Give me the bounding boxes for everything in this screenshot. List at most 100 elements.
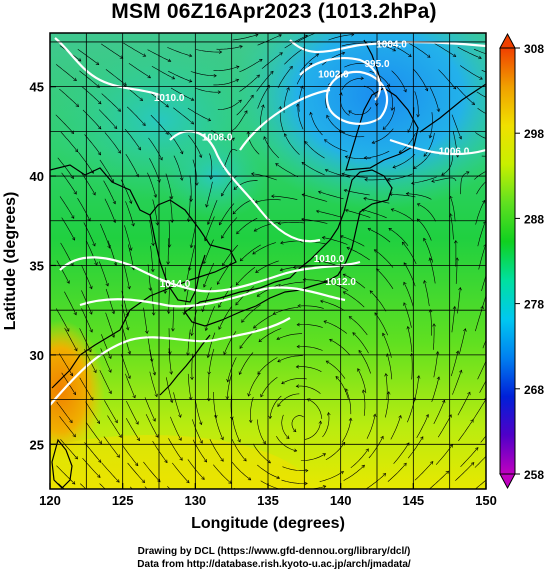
streamline-arrowhead	[345, 388, 349, 392]
streamline	[101, 43, 123, 59]
streamline-arrowhead	[403, 89, 407, 93]
streamline-arrowhead	[163, 290, 168, 294]
streamline-arrowhead	[423, 237, 427, 242]
streamline-arrowhead	[229, 416, 234, 420]
streamline-arrowhead	[374, 102, 379, 107]
isobar-label: 1006.0	[439, 147, 470, 158]
x-tick-label: 135	[257, 493, 279, 508]
streamline	[149, 158, 160, 183]
streamline-arrowhead	[256, 74, 260, 78]
streamline-arrowhead	[388, 227, 392, 232]
streamline-arrowhead	[182, 311, 187, 316]
streamline-arrowhead	[235, 301, 239, 306]
streamline-arrowhead	[92, 191, 96, 196]
streamline	[460, 447, 479, 468]
streamline	[260, 480, 280, 489]
streamline	[345, 156, 372, 159]
streamline-arrowhead	[222, 262, 226, 267]
streamline-arrowhead	[268, 415, 273, 420]
streamline-arrowhead	[188, 53, 193, 58]
streamline	[457, 391, 471, 416]
streamline-arrowhead	[295, 384, 300, 388]
streamline	[349, 316, 368, 336]
streamline-arrowhead	[361, 389, 366, 393]
streamline	[195, 399, 202, 425]
streamline-arrowhead	[276, 336, 280, 340]
streamline	[248, 373, 261, 397]
streamline	[101, 93, 121, 112]
streamline-arrowhead	[301, 217, 305, 222]
streamline	[339, 130, 365, 138]
cold-region-northeast	[230, 33, 486, 210]
streamline-arrowhead	[342, 291, 347, 295]
streamline	[101, 462, 120, 483]
y-tick-label: 25	[30, 437, 44, 452]
streamline	[297, 346, 323, 351]
streamline-arrowhead	[90, 397, 94, 401]
streamline	[343, 464, 365, 481]
streamline-arrowhead	[69, 419, 73, 424]
streamline	[408, 42, 431, 58]
coastlines	[50, 39, 486, 489]
streamline-arrowhead	[382, 126, 387, 130]
streamline-arrowhead	[455, 350, 460, 354]
streamline-arrowhead	[327, 412, 331, 416]
streamline	[168, 132, 183, 154]
streamline	[59, 196, 75, 219]
streamline	[84, 134, 101, 156]
streamline	[79, 70, 100, 88]
streamline-arrowhead	[390, 107, 395, 111]
streamline-arrowhead	[344, 208, 349, 213]
streamline-arrowhead	[324, 139, 328, 143]
streamline-arrowhead	[105, 283, 109, 287]
streamline-arrowhead	[152, 372, 157, 376]
streamline-arrowhead	[168, 351, 172, 355]
y-tick-label: 35	[30, 258, 44, 273]
streamline-arrowhead	[238, 99, 242, 104]
streamline	[143, 307, 148, 334]
streamline	[291, 415, 304, 432]
streamline-arrowhead	[348, 110, 352, 114]
streamline	[277, 66, 293, 89]
streamline-arrowhead	[398, 149, 403, 154]
streamline-arrowhead	[304, 140, 308, 145]
streamline	[437, 414, 452, 438]
streamline	[168, 348, 172, 375]
streamline	[211, 130, 235, 141]
streamline-arrowhead	[304, 481, 308, 486]
streamline-arrowhead	[403, 462, 407, 467]
streamline-arrowhead	[471, 101, 476, 105]
streamline	[407, 436, 424, 459]
streamline	[341, 43, 368, 47]
streamline	[149, 371, 158, 397]
streamline-arrowhead	[392, 165, 397, 169]
streamline	[123, 42, 146, 57]
streamline	[239, 352, 254, 375]
streamline-arrowhead	[237, 501, 240, 504]
colorbar-ticks: 308 298 288 278 268 258	[515, 42, 544, 482]
credit-data-source: Data from http://database.rish.kyoto-u.a…	[137, 559, 411, 570]
streamline	[324, 280, 349, 291]
streamline-arrowhead	[150, 268, 155, 273]
streamline	[172, 462, 190, 484]
streamline-arrowhead	[66, 328, 70, 332]
streamline	[352, 332, 369, 354]
streamline	[57, 157, 74, 179]
streamline-arrowhead	[441, 172, 445, 176]
streamline-arrowhead	[259, 58, 263, 63]
streamline-arrowhead	[71, 237, 76, 241]
streamline-arrowhead	[203, 284, 207, 288]
streamline	[433, 323, 435, 350]
streamline-arrowhead	[428, 309, 433, 313]
streamline	[217, 262, 232, 285]
streamline-arrowhead	[339, 92, 343, 96]
streamline	[298, 85, 303, 112]
streamline	[457, 287, 461, 314]
streamline	[282, 466, 308, 471]
x-tick-label: 130	[184, 493, 206, 508]
streamline	[206, 181, 213, 208]
streamline-arrowhead	[171, 76, 176, 80]
streamline	[236, 95, 254, 116]
streamline-arrowhead	[223, 351, 227, 355]
